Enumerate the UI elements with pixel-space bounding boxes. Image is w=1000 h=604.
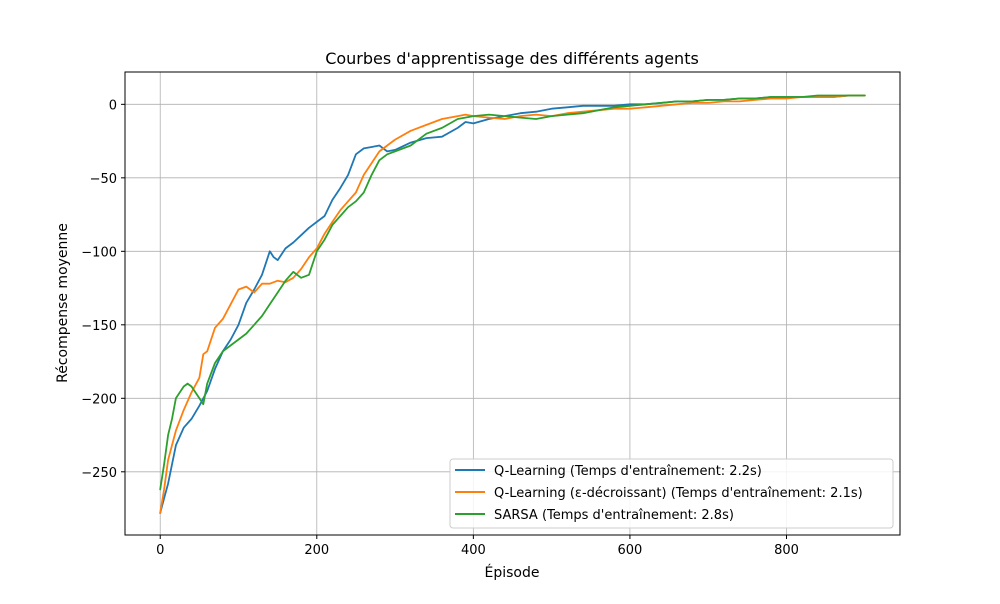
y-tick-label: −250 xyxy=(81,466,117,481)
plot-frame xyxy=(124,71,901,536)
q-learning-decay-line xyxy=(159,94,866,514)
x-tick-label: 200 xyxy=(304,543,329,558)
y-axis-label: Récompense moyenne xyxy=(55,223,71,383)
y-tick-label: −200 xyxy=(81,392,117,407)
y-tick-label: −150 xyxy=(81,319,117,334)
y-tick-label: 0 xyxy=(109,98,117,113)
y-tick-label: −100 xyxy=(81,245,117,260)
x-tick-label: 800 xyxy=(774,543,799,558)
x-axis-label: Épisode xyxy=(485,564,540,581)
x-axis-ticks: 0 200 400 600 800 xyxy=(156,535,799,558)
chart-title: Courbes d'apprentissage des différents a… xyxy=(325,49,699,68)
x-tick-label: 400 xyxy=(461,543,486,558)
legend-label-q-learning: Q-Learning (Temps d'entraînement: 2.2s) xyxy=(494,464,762,479)
y-axis-ticks: 0 −50 −100 −150 −200 −250 xyxy=(81,98,125,481)
series-lines xyxy=(159,94,866,514)
legend: Q-Learning (Temps d'entraînement: 2.2s) … xyxy=(449,458,894,529)
legend-label-sarsa: SARSA (Temps d'entraînement: 2.8s) xyxy=(494,508,734,523)
sarsa-line xyxy=(159,94,866,491)
x-tick-label: 0 xyxy=(156,543,164,558)
legend-label-q-learning-decay: Q-Learning (ε-décroissant) (Temps d'entr… xyxy=(494,486,863,501)
x-tick-label: 600 xyxy=(618,543,643,558)
legend-box xyxy=(449,458,894,529)
y-tick-label: −50 xyxy=(90,172,117,187)
